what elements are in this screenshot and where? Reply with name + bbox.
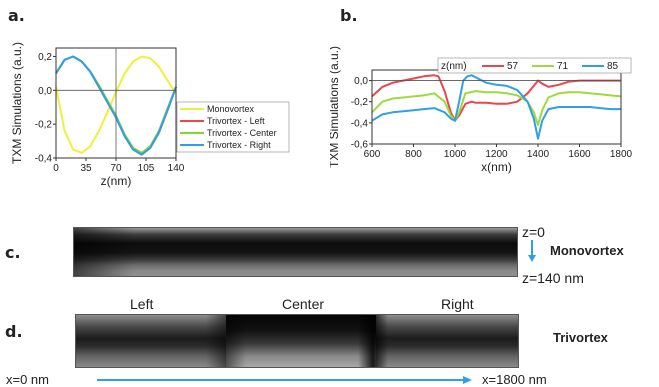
chart-b-xlabel: x(nm) [481, 160, 512, 174]
x-tick-label: 1400 [527, 149, 550, 160]
legend-label: Monovortex [207, 104, 255, 114]
legend-label: 71 [557, 61, 569, 72]
x-tick-label: 1000 [444, 149, 467, 160]
y-tick-label: -0,2 [351, 97, 369, 108]
y-tick-label: -0,2 [35, 120, 53, 131]
left-label: Left [130, 296, 154, 312]
x-tick-label: 140 [168, 163, 185, 174]
z-bottom-label: z=140 nm [522, 270, 584, 286]
y-tick-label: 0,0 [38, 86, 52, 97]
trivortex-image [75, 314, 519, 368]
center-label: Center [282, 296, 325, 312]
chart-a-ylabel: TXM Simulations (a.u.) [10, 42, 24, 164]
panel-b-letter: b. [340, 6, 358, 25]
legend-label: Trivortex - Right [207, 140, 271, 150]
x-tick-label: 105 [138, 163, 155, 174]
series-line-71 [371, 90, 622, 126]
series-line-57 [371, 74, 621, 122]
chart-a-xlabel: z(nm) [101, 174, 132, 188]
chart-a-legend [176, 101, 290, 153]
chart-b: 600 800 1000 1200 1400 1600 1800 0,0 -0,2 -0,4 -0,… [330, 46, 633, 174]
z-top-label: z=0 [522, 224, 545, 240]
x-tick-label: 70 [110, 163, 122, 174]
y-tick-label: 0,0 [354, 76, 368, 87]
legend-label: Trivortex - Left [207, 116, 265, 126]
legend-label: 85 [607, 61, 619, 72]
panel-d-letter: d. [5, 322, 23, 341]
y-tick-label: -0,4 [351, 118, 369, 129]
x-arrow-icon [97, 376, 472, 384]
legend-label: Trivortex - Center [207, 128, 277, 138]
z-arrow-icon [528, 240, 536, 262]
y-tick-label: -0,6 [351, 140, 369, 151]
x-tick-label: 1800 [610, 149, 633, 160]
x-tick-label: 600 [364, 149, 381, 160]
series-line-85 [371, 74, 621, 140]
panel-c-letter: c. [5, 243, 21, 262]
right-label: Right [441, 296, 474, 312]
monovortex-title: Monovortex [550, 243, 624, 258]
x-tick-label: 800 [405, 149, 422, 160]
chart-a: 0 35 70 105 140 0,2 0,0 -0,2 -0,4 Monovortex Triv… [10, 42, 290, 188]
trivortex-title: Trivortex [553, 330, 608, 345]
x-start-label: x=0 nm [6, 372, 49, 387]
y-tick-label: -0,4 [35, 154, 53, 165]
y-tick-label: 0,2 [38, 52, 52, 63]
panel-a-letter: a. [8, 6, 25, 25]
legend-label: 57 [507, 61, 519, 72]
x-tick-label: 1200 [485, 149, 508, 160]
x-end-label: x=1800 nm [482, 372, 547, 387]
x-tick-label: 1600 [568, 149, 591, 160]
chart-b-ylabel: TXM Simulations (a.u.) [330, 46, 341, 168]
legend-title: z(nm) [441, 61, 467, 72]
x-tick-label: 0 [53, 163, 59, 174]
monovortex-image [73, 227, 518, 277]
x-tick-label: 35 [80, 163, 92, 174]
